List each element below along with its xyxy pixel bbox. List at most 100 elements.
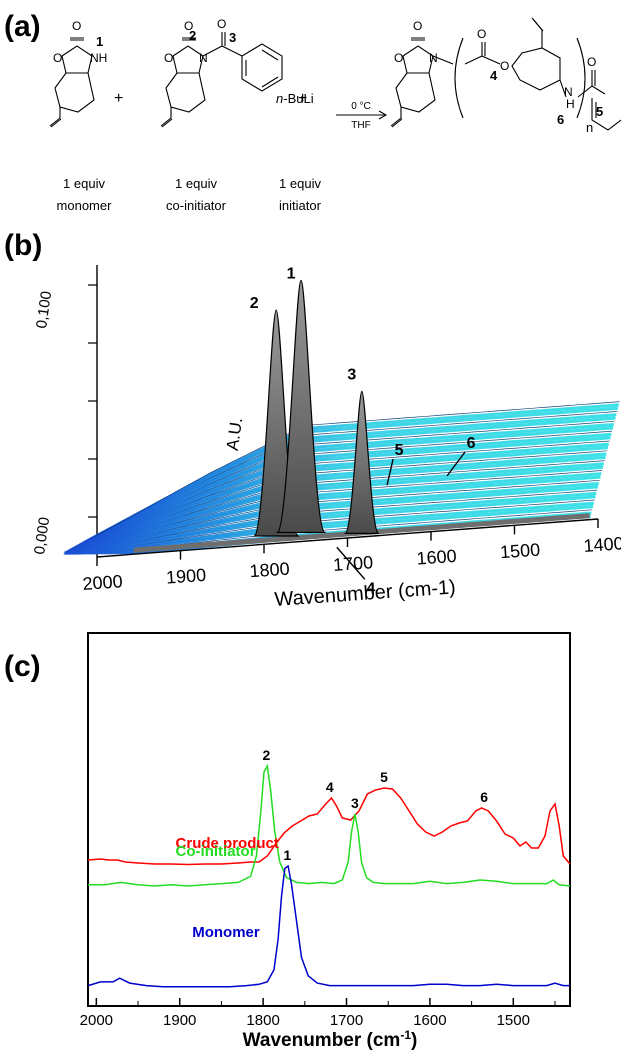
y-tick-label-0000: 0,000 [31,516,53,556]
peak-label: 1 [287,265,296,282]
svg-text:co-initiator: co-initiator [166,198,227,213]
surface-row [71,489,598,550]
svg-text:N: N [199,51,208,65]
surface-row [74,472,602,549]
reagent-label: n-BuLi [276,91,314,106]
surface-row [67,501,594,553]
surface-row [87,423,614,543]
peak-label: 5 [395,442,404,459]
peak-label: 3 [351,795,359,811]
surface-row [82,442,609,545]
x-tick-label: 1600 [416,546,457,569]
marker-4: 4 [490,68,498,83]
svg-text:O: O [53,51,62,65]
svg-text:N: N [564,85,573,99]
peak-label: 4 [326,779,334,795]
ir-peak-ridges [252,279,380,537]
svg-text:1 equiv: 1 equiv [279,176,321,191]
peak-label: 5 [380,769,388,785]
svg-text:O: O [413,19,422,33]
peak-labels: 1 2 3 4 5 6 [250,265,476,597]
panel-a-label: (a) [4,10,41,43]
condition-temperature: 0 °C [351,101,371,112]
panel-b-label: (b) [4,229,42,262]
marker-5: 5 [596,104,603,119]
monomer-label: Monomer [192,924,260,941]
peak-label: 2 [263,747,271,763]
x-tick-label: 1900 [165,565,206,588]
ir-3d-panel: (b) 2000 1900 1800 1700 1600 1500 1400 0,100 0… [0,225,621,620]
scheme-captions: 1 equiv monomer 1 equiv co-initiator 1 e… [57,176,322,213]
plus-sign-2: + [298,90,307,107]
x-tick-label: 2000 [82,571,123,594]
scheme-atoms: O O NH O O N O O O N O O N H O [53,17,596,111]
svg-text:NH: NH [90,51,107,65]
peak-label: 6 [480,789,488,805]
marker-3: 3 [229,30,236,45]
peak-ridge [344,390,380,534]
series-line [87,787,571,866]
x-tick-label: 1400 [583,533,621,556]
svg-text:H: H [566,97,575,111]
peak-label: 4 [366,580,375,597]
x-axis-title: Wavenumber (cm-1) [274,576,457,611]
x-tick-label: 1500 [497,1012,530,1029]
subscript-n: n [586,120,593,135]
svg-text:O: O [164,51,173,65]
surface-row [68,499,595,552]
surface-row [89,413,617,541]
svg-text:1 equiv: 1 equiv [63,176,105,191]
series-line [87,864,570,988]
surface-row [66,504,594,554]
x-ticks: 2000 1900 1800 1700 1600 1500 [80,998,556,1029]
plot-frame [87,632,571,1007]
x-tick-label: 2000 [80,1012,113,1029]
panel-c-label: (c) [4,650,41,683]
condition-solvent: THF [351,120,370,131]
surface-row [93,401,620,538]
svg-text:O: O [500,59,509,73]
svg-text:initiator: initiator [279,198,322,213]
x-ticks: 2000 1900 1800 1700 1600 1500 1400 [82,519,621,594]
y-tick-marks [88,284,97,518]
svg-text:O: O [184,19,193,33]
reaction-scheme: (a) [4,10,621,213]
svg-text:O: O [72,19,81,33]
svg-text:O: O [394,51,403,65]
ir-spectra-panel: (c) 2000 1900 1800 1700 1600 1500 Crude produ… [0,620,621,1052]
peak-arrow [336,546,366,580]
coinitiator-label: Co-initiator [176,843,256,860]
surface-row [70,491,597,552]
svg-text:O: O [477,27,486,41]
svg-text:1 equiv: 1 equiv [175,176,217,191]
surface-row [84,432,612,544]
y-tick-label-0100: 0,100 [33,290,55,330]
marker-1: 1 [96,34,103,49]
x-axis-title: Wavenumber (cm-1) [243,1028,418,1051]
plus-sign-1: + [114,90,123,107]
x-tick-label: 1700 [332,552,373,575]
crude-label: Crude product [176,835,279,852]
svg-text:monomer: monomer [57,198,113,213]
peak-ridge [275,279,327,534]
ir-surface [63,401,620,555]
y-axis-title: A.U. [223,416,246,451]
svg-text:O: O [587,55,596,69]
spectra-series [87,763,571,988]
surface-row [79,452,607,547]
peak-label: 2 [250,295,259,312]
surface-row [72,482,599,551]
x-tick-label: 1800 [246,1012,279,1029]
x-tick-label: 1600 [413,1012,446,1029]
surface-row [92,403,619,540]
peak-arrow [386,458,394,486]
peak-labels: 4 5 6 2 3 1 [263,747,489,863]
surface-row [77,462,604,548]
peak-label: 1 [283,847,291,863]
marker-6: 6 [557,112,564,127]
svg-text:O: O [217,17,226,31]
series-line [88,763,571,887]
marker-2: 2 [189,28,196,43]
scheme-markers: 1 2 3 4 5 6 [96,28,603,127]
